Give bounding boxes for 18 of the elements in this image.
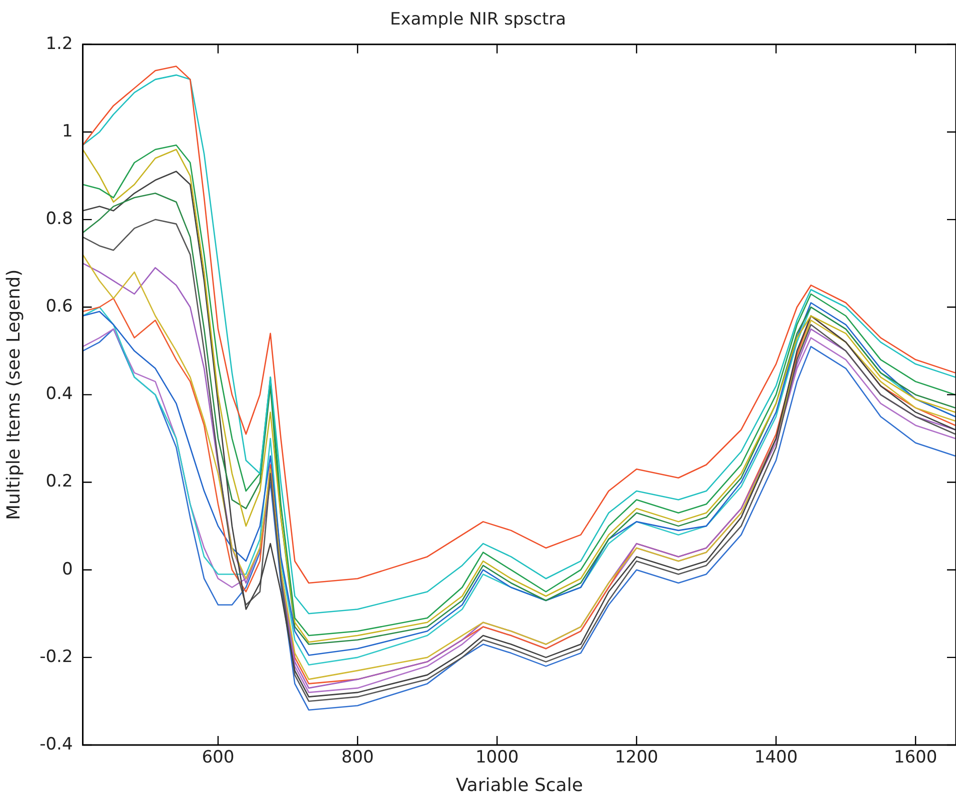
x-tick-label: 1200 (614, 748, 658, 768)
y-tick-label: 0.4 (46, 384, 73, 404)
y-tick-label: -0.2 (40, 646, 73, 667)
x-axis-title: Variable Scale (456, 774, 583, 796)
y-tick-label: -0.4 (40, 734, 73, 754)
x-tick-label: 1000 (475, 748, 519, 768)
y-tick-label: 1.2 (46, 34, 73, 54)
y-tick-label: 0.2 (46, 472, 73, 492)
y-tick-label: 0.8 (46, 208, 73, 229)
chart-title: Example NIR spsctra (390, 10, 566, 30)
x-tick-label: 800 (341, 748, 374, 768)
x-tick-label: 1600 (894, 748, 938, 768)
y-tick-label: 0.6 (46, 296, 73, 317)
y-tick-label: 1 (62, 121, 73, 142)
y-tick-label: 0 (62, 559, 73, 580)
x-tick-label: 600 (202, 748, 234, 768)
y-axis-title: Multiple Items (see Legend) (3, 269, 24, 520)
x-tick-label: 1400 (754, 748, 798, 768)
